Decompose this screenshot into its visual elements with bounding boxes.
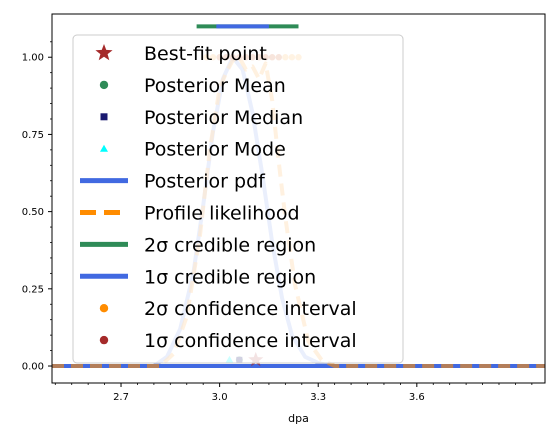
x-tick-label: 3.0: [212, 392, 228, 403]
legend-label: Best-fit point: [144, 43, 267, 65]
legend-star-handle: [95, 44, 113, 61]
x-tick-label: 2.7: [113, 392, 129, 403]
legend-label: Posterior Median: [144, 107, 303, 129]
legend: Best-fit point Posterior Mean Posterior Me…: [72, 34, 404, 364]
legend-label: Posterior Mean: [144, 75, 286, 97]
legend-circle-handle: [99, 80, 109, 90]
legend-frame: [72, 34, 404, 364]
legend-label: 1σ confidence interval: [144, 330, 357, 352]
y-tick-label: 0.25: [22, 284, 44, 295]
legend-label: Posterior Mode: [144, 139, 286, 161]
legend-triangle-handle: [100, 144, 108, 152]
axes-frame: [51, 13, 546, 384]
x-axis-title: dpa: [288, 412, 309, 425]
legend-label: 2σ credible region: [144, 234, 316, 256]
y-tick-label: 0.75: [22, 130, 44, 141]
legend-label: 2σ confidence interval: [144, 298, 357, 320]
x-tick-label: 3.3: [310, 392, 326, 403]
legend-circle-handle: [99, 304, 109, 313]
legend-square-handle: [100, 113, 108, 121]
legend-label: Profile likelihood: [144, 203, 300, 225]
y-tick-label: 0.00: [22, 362, 44, 373]
y-tick-label: 0.50: [22, 207, 44, 218]
x-tick-label: 3.6: [409, 392, 425, 403]
legend-label: 1σ credible region: [144, 266, 316, 288]
y-tick-label: 1.00: [22, 53, 44, 64]
legend-label: Posterior pdf: [144, 171, 266, 193]
legend-circle-handle: [99, 335, 109, 345]
